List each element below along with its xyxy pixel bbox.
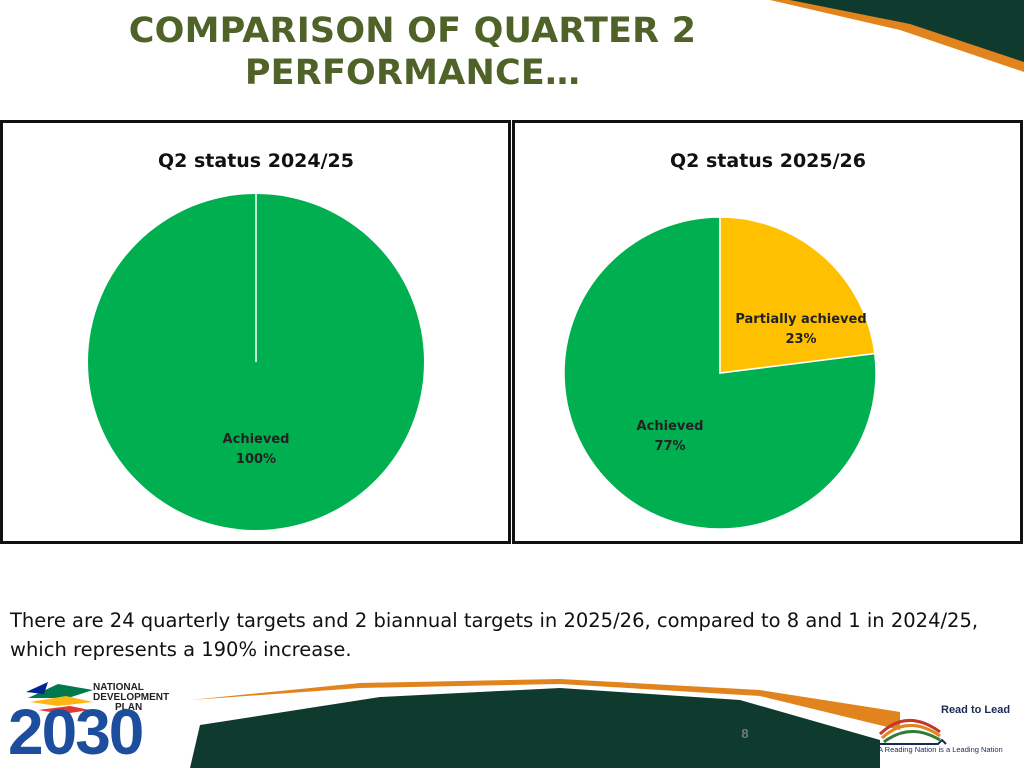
- slide-title: COMPARISON OF QUARTER 2 PERFORMANCE…: [128, 11, 697, 93]
- chart-panel-2024-25: Q2 status 2024/25 Achieved 100%: [0, 120, 511, 544]
- pie-chart-2024-25: Q2 status 2024/25 Achieved 100%: [88, 150, 424, 530]
- open-book-icon: [878, 719, 947, 745]
- slice-value-achieved: 77%: [654, 439, 685, 454]
- top-band-dark: [790, 0, 1024, 62]
- page-number: 8: [741, 726, 749, 741]
- ndp-line-3: PLAN: [115, 702, 143, 713]
- flag-swoosh-icon: [26, 682, 93, 714]
- pie-slice-partially-achieved: [719, 216, 876, 374]
- slice-label-partially-achieved: Partially achieved: [735, 312, 866, 327]
- read-to-lead-tagline: A Reading Nation is a Leading Nation: [878, 745, 1003, 754]
- bottom-band-dark: [190, 688, 880, 768]
- read-to-lead-title: Read to Lead: [941, 704, 1011, 716]
- ndp-line-2: DEVELOPMENT: [93, 692, 170, 703]
- pie-slice-achieved: [563, 216, 877, 530]
- ndp-line-1: NATIONAL: [93, 682, 144, 693]
- comparison-description: There are 24 quarterly targets and 2 bia…: [10, 609, 979, 661]
- pie-chart-2025-26: Q2 status 2025/26 Partially achieved 23% Ac…: [563, 150, 877, 530]
- chart-title: Q2 status 2025/26: [670, 150, 866, 172]
- chart-panel-2025-26: Q2 status 2025/26 Partially achieved 23% Ac…: [512, 120, 1023, 544]
- ndp-logo-text: NATIONAL DEVELOPMENT PLAN: [93, 683, 169, 713]
- slice-value-achieved: 100%: [236, 452, 276, 467]
- ndp-year: 2030: [8, 696, 144, 768]
- chart-title: Q2 status 2024/25: [158, 150, 354, 172]
- bottom-band-orange: [190, 679, 900, 730]
- slice-label-achieved: Achieved: [637, 419, 704, 434]
- slice-value-partially-achieved: 23%: [785, 332, 816, 347]
- slice-label-achieved: Achieved: [223, 432, 290, 447]
